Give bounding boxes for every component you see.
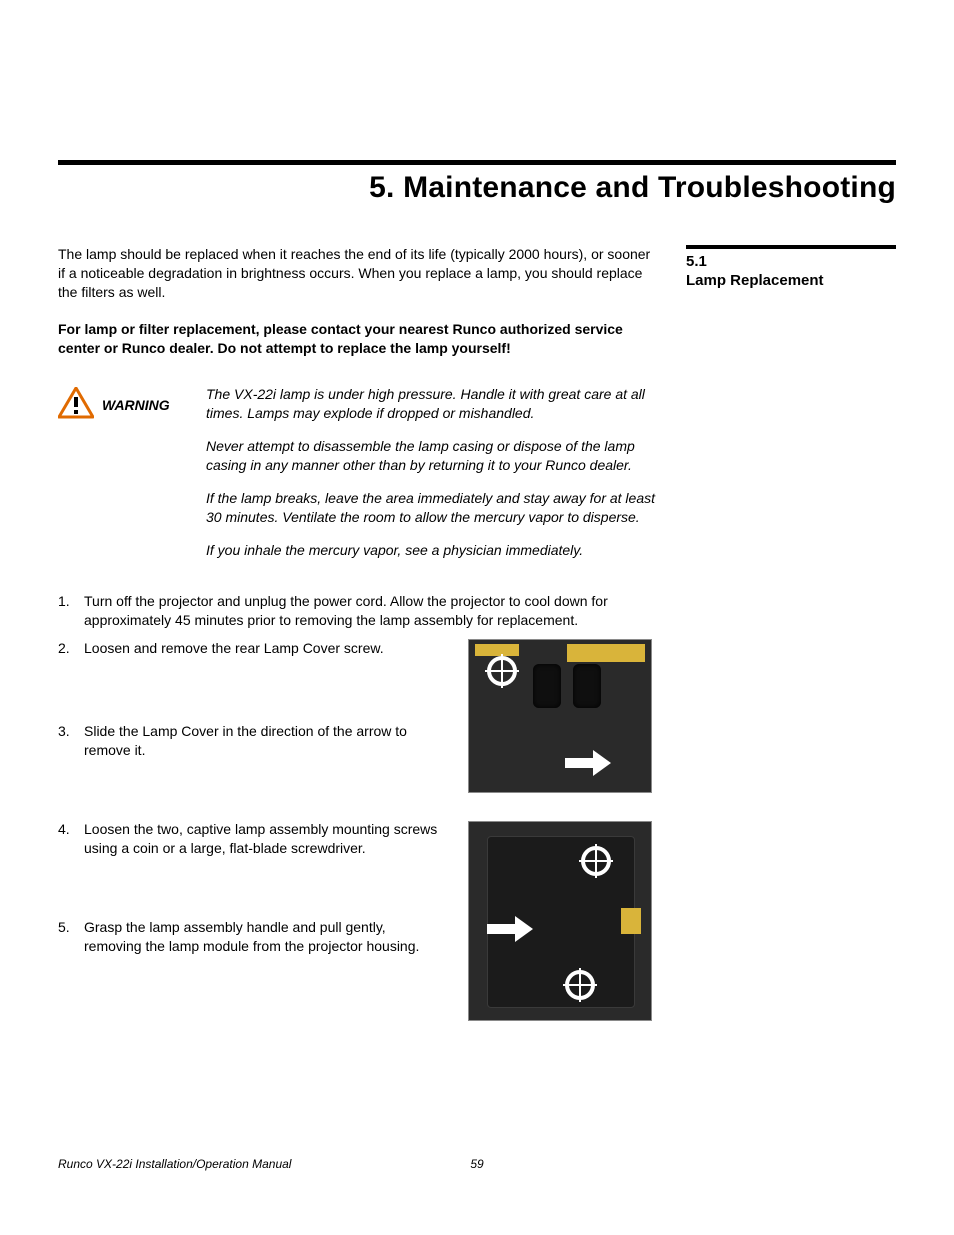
step-item: Loosen and remove the rear Lamp Cover sc…: [58, 639, 446, 658]
warning-paragraph: If you inhale the mercury vapor, see a p…: [206, 541, 658, 560]
figure-label-sticker: [475, 644, 519, 656]
section-title: Lamp Replacement: [686, 272, 896, 291]
side-rule: [686, 245, 896, 249]
footer-doc-title: Runco VX-22i Installation/Operation Manu…: [58, 1157, 470, 1171]
vent-slot-icon: [573, 664, 601, 708]
title-rule: [58, 160, 896, 165]
page: 5. Maintenance and Troubleshooting The l…: [0, 0, 954, 1235]
warning-label: WARNING: [102, 387, 170, 413]
warning-left: WARNING: [58, 385, 198, 559]
vent-slot-icon: [533, 664, 561, 708]
figure-lamp-assembly: [468, 821, 652, 1021]
content-row: The lamp should be replaced when it reac…: [58, 245, 896, 1021]
main-column: The lamp should be replaced when it reac…: [58, 245, 658, 1021]
arrow-right-icon: [565, 752, 611, 774]
side-column: 5.1 Lamp Replacement: [686, 245, 896, 1021]
footer-page-number: 59: [470, 1157, 483, 1171]
warning-body: The VX-22i lamp is under high pressure. …: [206, 385, 658, 559]
steps-text: Loosen and remove the rear Lamp Cover sc…: [58, 639, 446, 1015]
figure-lamp-cover: [468, 639, 652, 793]
step-item: Loosen the two, captive lamp assembly mo…: [58, 820, 446, 858]
step-list: Loosen and remove the rear Lamp Cover sc…: [58, 639, 446, 955]
figure-label-sticker: [621, 908, 641, 934]
warning-paragraph: The VX-22i lamp is under high pressure. …: [206, 385, 658, 423]
target-circle-icon: [487, 656, 517, 686]
page-footer: Runco VX-22i Installation/Operation Manu…: [58, 1157, 896, 1171]
step-item: Grasp the lamp assembly handle and pull …: [58, 918, 446, 956]
warning-triangle-icon: [58, 387, 94, 419]
bold-notice: For lamp or filter replacement, please c…: [58, 320, 658, 358]
figure-label-sticker: [567, 644, 645, 662]
arrow-right-icon: [487, 918, 533, 940]
step-item: Slide the Lamp Cover in the direction of…: [58, 722, 446, 760]
step-item: Turn off the projector and unplug the po…: [58, 592, 658, 630]
step-list-top: Turn off the projector and unplug the po…: [58, 592, 658, 630]
steps-with-figures: Loosen and remove the rear Lamp Cover sc…: [58, 639, 658, 1021]
section-number: 5.1: [686, 253, 896, 272]
warning-block: WARNING The VX-22i lamp is under high pr…: [58, 385, 658, 559]
figures-column: [468, 639, 658, 1021]
chapter-title: 5. Maintenance and Troubleshooting: [58, 171, 896, 205]
warning-paragraph: Never attempt to disassemble the lamp ca…: [206, 437, 658, 475]
intro-paragraph: The lamp should be replaced when it reac…: [58, 245, 658, 302]
warning-paragraph: If the lamp breaks, leave the area immed…: [206, 489, 658, 527]
